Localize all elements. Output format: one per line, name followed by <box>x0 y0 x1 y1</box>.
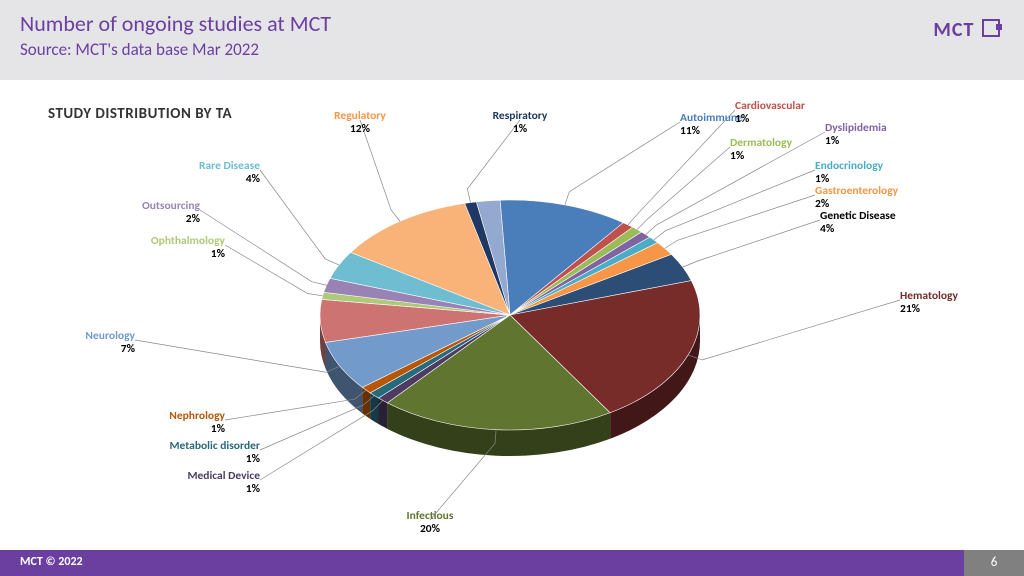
slice-label: Neurology7% <box>15 330 135 356</box>
brand-logo-icon <box>982 19 1000 37</box>
slice-label: Ophthalmology1% <box>105 235 225 261</box>
slice-label: Cardiovascular1% <box>735 100 805 126</box>
slice-label: Outsourcing2% <box>80 200 200 226</box>
slice-label: Regulatory12% <box>300 110 420 136</box>
slice-label: Nephrology1% <box>105 410 225 436</box>
slice-label: Dermatology1% <box>730 137 792 163</box>
slice-label: Rare Disease4% <box>140 160 260 186</box>
chart-title: STUDY DISTRIBUTION BY TA <box>48 105 232 123</box>
brand-logo-text: MCT <box>933 18 974 42</box>
brand-logo: MCT <box>933 18 1000 42</box>
slice-label: Genetic Disease4% <box>820 210 896 236</box>
slice-label: Dyslipidemia1% <box>825 122 887 148</box>
page-subtitle: Source: MCT's data base Mar 2022 <box>20 39 1024 60</box>
page-title: Number of ongoing studies at MCT <box>20 10 1024 37</box>
slice-label: Respiratory1% <box>460 110 580 136</box>
slice-label: Endocrinology1% <box>815 160 883 186</box>
footer-copyright: MCT © 2022 <box>20 555 83 569</box>
slice-label: Infectious20% <box>370 510 490 536</box>
slice-label: Autoimmune11% <box>680 112 743 138</box>
footer-bar: MCT © 2022 6 <box>0 550 1024 576</box>
header-bar: Number of ongoing studies at MCT Source:… <box>0 0 1024 80</box>
slice-label: Gastroenterology2% <box>815 185 898 211</box>
slice-label: Medical Device1% <box>140 470 260 496</box>
pie-chart <box>250 120 770 540</box>
pie-svg <box>250 120 770 540</box>
footer-page-number: 6 <box>964 550 1024 576</box>
slice-label: Metabolic disorder1% <box>140 440 260 466</box>
slice-label: Hematology21% <box>900 290 958 316</box>
